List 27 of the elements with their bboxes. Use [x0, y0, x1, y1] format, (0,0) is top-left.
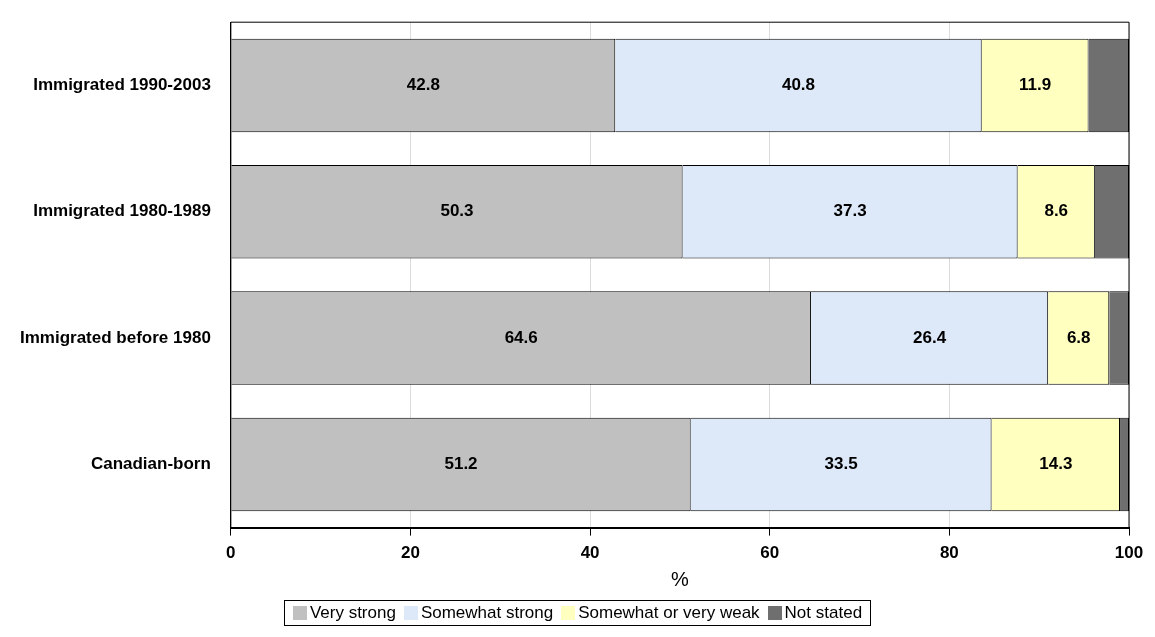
- x-tick-label: 0: [226, 543, 236, 563]
- legend-label: Very strong: [309, 603, 396, 623]
- x-tick-label: 60: [760, 543, 780, 563]
- legend-label: Not stated: [784, 603, 863, 623]
- data-label: 14.3: [1039, 454, 1073, 474]
- x-tick-label: 20: [401, 543, 420, 563]
- x-tick-label: 100: [1114, 543, 1144, 563]
- y-tick-label: Immigrated 1990-2003: [33, 75, 211, 95]
- data-label: 6.8: [1066, 327, 1091, 347]
- legend-label: Somewhat or very weak: [578, 603, 760, 623]
- data-label: 33.5: [824, 454, 858, 474]
- data-label: 11.9: [1019, 75, 1052, 95]
- data-label: 26.4: [913, 327, 947, 347]
- y-tick-label: Immigrated 1980-1989: [33, 201, 211, 221]
- data-label: 37.3: [833, 201, 867, 221]
- data-label: 8.6: [1044, 201, 1069, 221]
- x-axis-title: %: [671, 567, 690, 590]
- data-label: 51.2: [444, 454, 478, 474]
- y-tick-label: Immigrated before 1980: [19, 327, 211, 347]
- data-label: 64.6: [504, 327, 538, 347]
- data-label: 42.8: [406, 75, 440, 95]
- x-tick-label: 40: [580, 543, 600, 563]
- y-tick-label: Canadian-born: [90, 454, 211, 474]
- legend-label: Somewhat strong: [420, 603, 554, 623]
- x-tick-label: 80: [939, 543, 959, 563]
- data-label: 50.3: [440, 201, 474, 221]
- data-label: 40.8: [781, 75, 816, 95]
